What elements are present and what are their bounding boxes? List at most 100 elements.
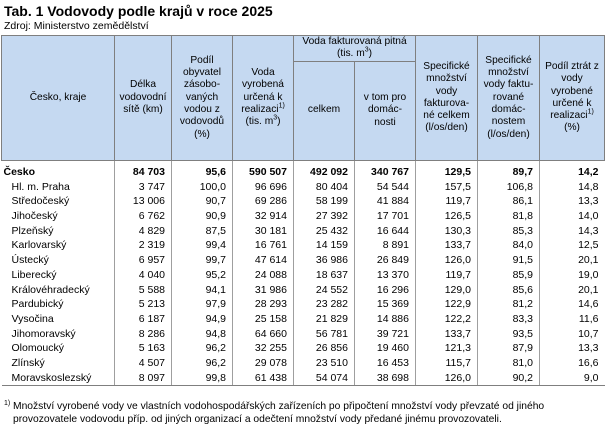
cube-sup: 3 — [364, 46, 369, 54]
cell-spec_h: 81,8 — [477, 209, 540, 224]
cell-length: 8 286 — [114, 326, 172, 342]
header-billed-total: celkem — [293, 60, 355, 161]
cell-length: 3 747 — [114, 179, 172, 195]
row-label: Karlovarský — [11, 239, 67, 252]
table-source: Zdroj: Ministerstvo zemědělství — [4, 20, 149, 32]
header-produced-unit: (tis. m — [245, 116, 274, 128]
cell-produced: 28 293 — [232, 297, 294, 312]
table-row: Jihočeský 6 762 90,9 32 914 27 392 17 701 126,… — [2, 209, 605, 224]
header-loss-unit: (%) — [564, 122, 580, 134]
cell-produced: 25 158 — [232, 311, 294, 327]
cell-loss: 13,3 — [539, 194, 605, 209]
cell-length: 8 097 — [114, 370, 172, 387]
cell-share: 99,4 — [171, 238, 233, 254]
cell-spec_h: 91,5 — [477, 253, 540, 268]
cell-length: 4 040 — [114, 267, 172, 283]
cell-loss: 20,1 — [539, 253, 605, 268]
cell-length: 84 703 — [114, 160, 172, 180]
cell-spec_h: 85,9 — [477, 267, 540, 283]
cell-produced: 69 286 — [232, 194, 294, 209]
table-row: Královéhradecký 5 588 94,1 31 986 24 552 16 2… — [2, 282, 605, 298]
cell-billed: 54 074 — [293, 370, 355, 387]
cell-billed: 56 781 — [293, 326, 355, 342]
cell-length: 6 957 — [114, 253, 172, 268]
cell-billed: 21 829 — [293, 311, 355, 327]
cell-spec: 133,7 — [415, 326, 478, 342]
cell-loss: 11,6 — [539, 311, 605, 327]
cell-produced: 16 761 — [232, 238, 294, 254]
cell-produced: 64 660 — [232, 326, 294, 342]
cell-households: 19 460 — [354, 341, 416, 357]
cell-spec_h: 87,9 — [477, 341, 540, 357]
table-row-total: Česko 84 703 95,6 590 507 492 092 340 767 129,… — [2, 160, 605, 180]
cell-loss: 14,3 — [539, 223, 605, 239]
cell-households: 38 698 — [354, 370, 416, 387]
cell-households: 14 886 — [354, 311, 416, 327]
table-row: Hl. m. Praha 3 747 100,0 96 696 80 404 54 544… — [2, 179, 605, 195]
cell-spec: 122,2 — [415, 311, 478, 327]
row-label: Jihočeský — [11, 210, 58, 222]
header-length: Délka vodovodní sítě (km) — [114, 35, 172, 161]
cell-households: 8 891 — [354, 238, 416, 254]
row-label: Jihomoravský — [11, 327, 76, 340]
cell-loss: 14,8 — [539, 179, 605, 195]
cell-spec_h: 93,5 — [477, 326, 540, 342]
header-billed-group: Voda fakturovaná pitná (tis. m3) — [293, 35, 416, 62]
cell-share: 95,2 — [171, 267, 233, 283]
cell-billed: 36 986 — [293, 253, 355, 268]
cell-share: 87,5 — [171, 223, 233, 239]
cell-length: 2 319 — [114, 238, 172, 254]
cell-spec: 133,7 — [415, 238, 478, 254]
cell-spec: 129,5 — [415, 160, 478, 180]
cell-share: 97,9 — [171, 297, 233, 312]
cell-billed: 14 159 — [293, 238, 355, 254]
cell-billed: 18 637 — [293, 267, 355, 283]
footnote-text: Množství vyrobené vody ve vlastních vodo… — [13, 401, 545, 425]
table-row: Středočeský 13 006 90,7 69 286 58 199 41 884 1… — [2, 194, 605, 209]
cell-loss: 14,2 — [539, 160, 605, 180]
table-row: Olomoucký 5 163 96,2 32 255 26 856 19 460 121,… — [2, 341, 605, 357]
row-label: Královéhradecký — [11, 283, 90, 296]
header-produced: Voda vyrobená určená k realizaci1) (tis.… — [232, 35, 294, 161]
row-label: Česko — [3, 165, 36, 178]
header-spec-total: Specifické množství vody fakturova- né c… — [415, 35, 478, 161]
table-row: Karlovarský 2 319 99,4 16 761 14 159 8 891 133… — [2, 238, 605, 254]
cell-loss: 9,0 — [539, 370, 605, 387]
cell-length: 6 187 — [114, 311, 172, 327]
cell-share: 100,0 — [171, 179, 233, 195]
cell-spec_h: 89,7 — [477, 160, 540, 180]
cell-billed: 25 432 — [293, 223, 355, 239]
cell-billed: 24 552 — [293, 282, 355, 298]
cell-share: 90,7 — [171, 194, 233, 209]
table-row: Liberecký 4 040 95,2 24 088 18 637 13 370 119,… — [2, 267, 605, 283]
cell-share: 96,2 — [171, 341, 233, 357]
cell-loss: 14,6 — [539, 297, 605, 312]
cell-spec: 115,7 — [415, 356, 478, 371]
cell-spec: 121,3 — [415, 341, 478, 357]
cell-produced: 61 438 — [232, 370, 294, 387]
cell-share: 90,9 — [171, 209, 233, 224]
cell-spec: 122,9 — [415, 297, 478, 312]
cell-length: 6 762 — [114, 209, 172, 224]
cell-produced: 96 696 — [232, 179, 294, 195]
cell-loss: 12,5 — [539, 238, 605, 254]
row-label: Zlínský — [11, 357, 45, 370]
row-label: Ústecký — [11, 254, 49, 267]
cell-loss: 20,1 — [539, 282, 605, 298]
cell-households: 16 644 — [354, 223, 416, 239]
cell-produced: 590 507 — [232, 160, 294, 180]
row-label: Vysočina — [11, 312, 54, 325]
header-billed-unit: (tis. m — [336, 48, 365, 60]
table-row: Plzeňský 4 829 87,5 30 181 25 432 16 644 130,3… — [2, 223, 605, 239]
cell-households: 340 767 — [354, 160, 416, 180]
cell-length: 4 507 — [114, 356, 172, 371]
cell-loss: 16,6 — [539, 356, 605, 371]
cell-length: 5 163 — [114, 341, 172, 357]
cell-produced: 29 078 — [232, 356, 294, 371]
cell-spec: 129,0 — [415, 282, 478, 298]
cell-spec_h: 84,0 — [477, 238, 540, 254]
row-label: Hl. m. Praha — [11, 180, 70, 193]
cell-spec: 119,7 — [415, 267, 478, 283]
header-spec-households: Specifické množství vody faktu- rované d… — [477, 35, 540, 161]
cell-households: 54 544 — [354, 179, 416, 195]
